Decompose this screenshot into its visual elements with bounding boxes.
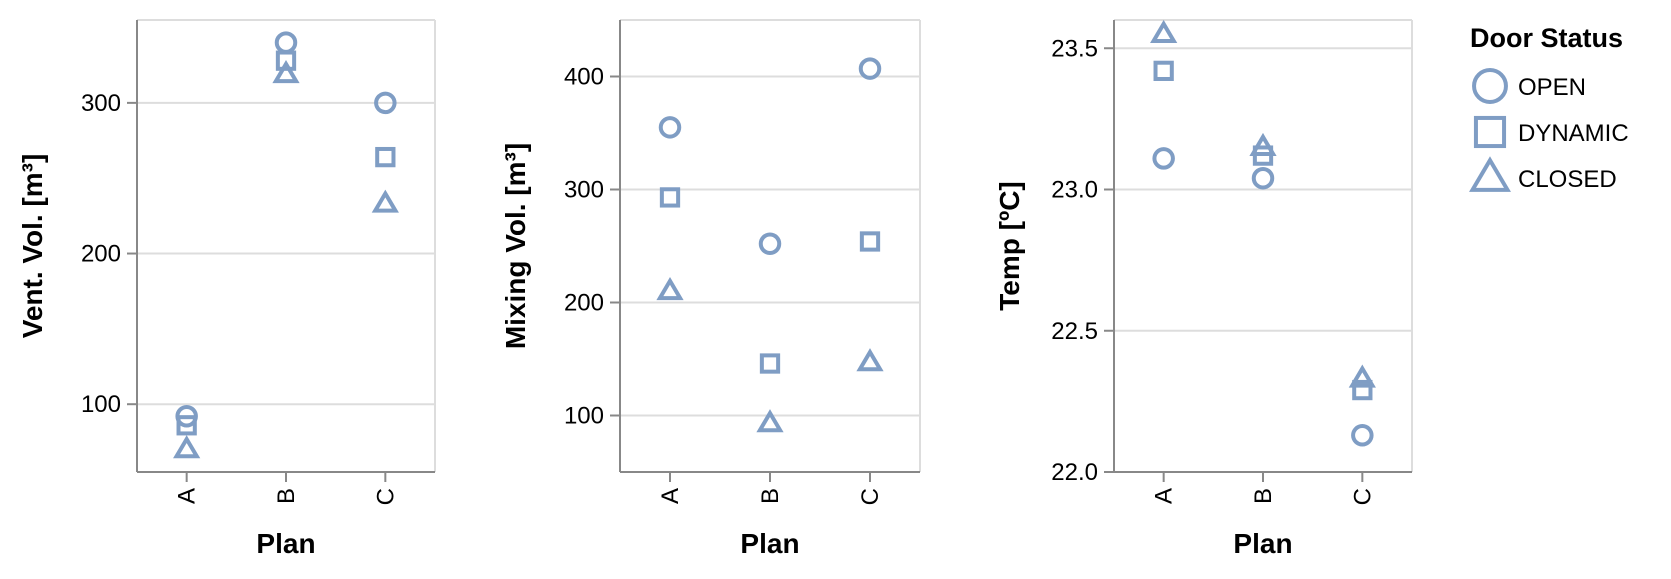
x-tick-label: B [273,488,300,504]
point-open [658,116,682,139]
point-open [758,232,782,255]
y-axis-title: Temp [ºC] [994,181,1025,310]
legend-label-dynamic: DYNAMIC [1518,120,1629,147]
y-tick-label: 200 [564,290,604,317]
x-tick-label: B [757,488,784,504]
x-tick-label: A [1151,488,1178,504]
point-closed [656,276,684,301]
panel-2: 100 200 300 400 A B C Plan Mixing Vol. [m³] [500,19,921,559]
point-open [1251,166,1275,190]
x-tick-label: A [657,488,684,504]
y-tick-label: 200 [81,241,121,268]
point-dynamic [859,231,881,252]
y-tick-label: 23.0 [1051,177,1098,204]
legend-symbol-closed [1469,156,1511,192]
x-tick-label: C [1349,488,1376,505]
point-dynamic [1153,60,1174,81]
x-tick-label: C [372,488,399,505]
point-closed [1249,132,1277,156]
y-tick-label: 23.5 [1051,35,1098,62]
x-tick-label: C [857,488,884,505]
y-tick-label: 22.0 [1051,459,1098,486]
legend-symbol-dynamic [1473,115,1507,149]
point-closed [371,189,399,213]
y-tick-label: 100 [564,403,604,430]
point-closed [272,60,300,84]
point-closed [1150,19,1178,43]
y-tick-label: 400 [564,64,604,91]
x-axis-title: Plan [1233,528,1292,559]
y-tick-label: 300 [564,177,604,204]
x-tick-label: A [174,488,201,504]
point-dynamic [375,146,396,168]
y-tick-label: 300 [81,90,121,117]
point-open [1152,147,1175,170]
point-dynamic [659,187,681,208]
point-open [858,57,882,80]
legend-title: Door Status [1470,23,1623,53]
point-open [1351,424,1374,447]
panel-3: 22.0 22.5 23.0 23.5 A B C Plan Temp [ºC] [994,19,1413,559]
point-closed [856,348,884,372]
legend-label-open: OPEN [1518,74,1586,101]
x-axis-title: Plan [740,528,799,559]
y-axis-title: Mixing Vol. [m³] [500,143,531,349]
point-closed [756,409,784,433]
y-tick-label: 22.5 [1051,318,1098,345]
point-dynamic [759,353,781,374]
x-axis-title: Plan [256,528,315,559]
point-dynamic [176,415,197,436]
y-axis-title: Vent. Vol. [m³] [17,154,48,339]
point-closed [173,435,201,459]
point-dynamic [275,50,297,71]
y-tick-label: 100 [81,391,121,418]
point-closed [1348,364,1376,388]
point-open [374,91,397,115]
point-open [274,31,298,54]
legend-symbol-open [1472,68,1508,104]
x-tick-label: B [1250,488,1277,504]
legend: Door Status OPEN DYNAMIC CLOSED [1469,23,1629,193]
legend-label-closed: CLOSED [1518,166,1617,193]
point-dynamic [1352,379,1373,401]
panel-1: 100 200 300 A B C Plan Vent. Vol. [m³] [17,19,436,559]
